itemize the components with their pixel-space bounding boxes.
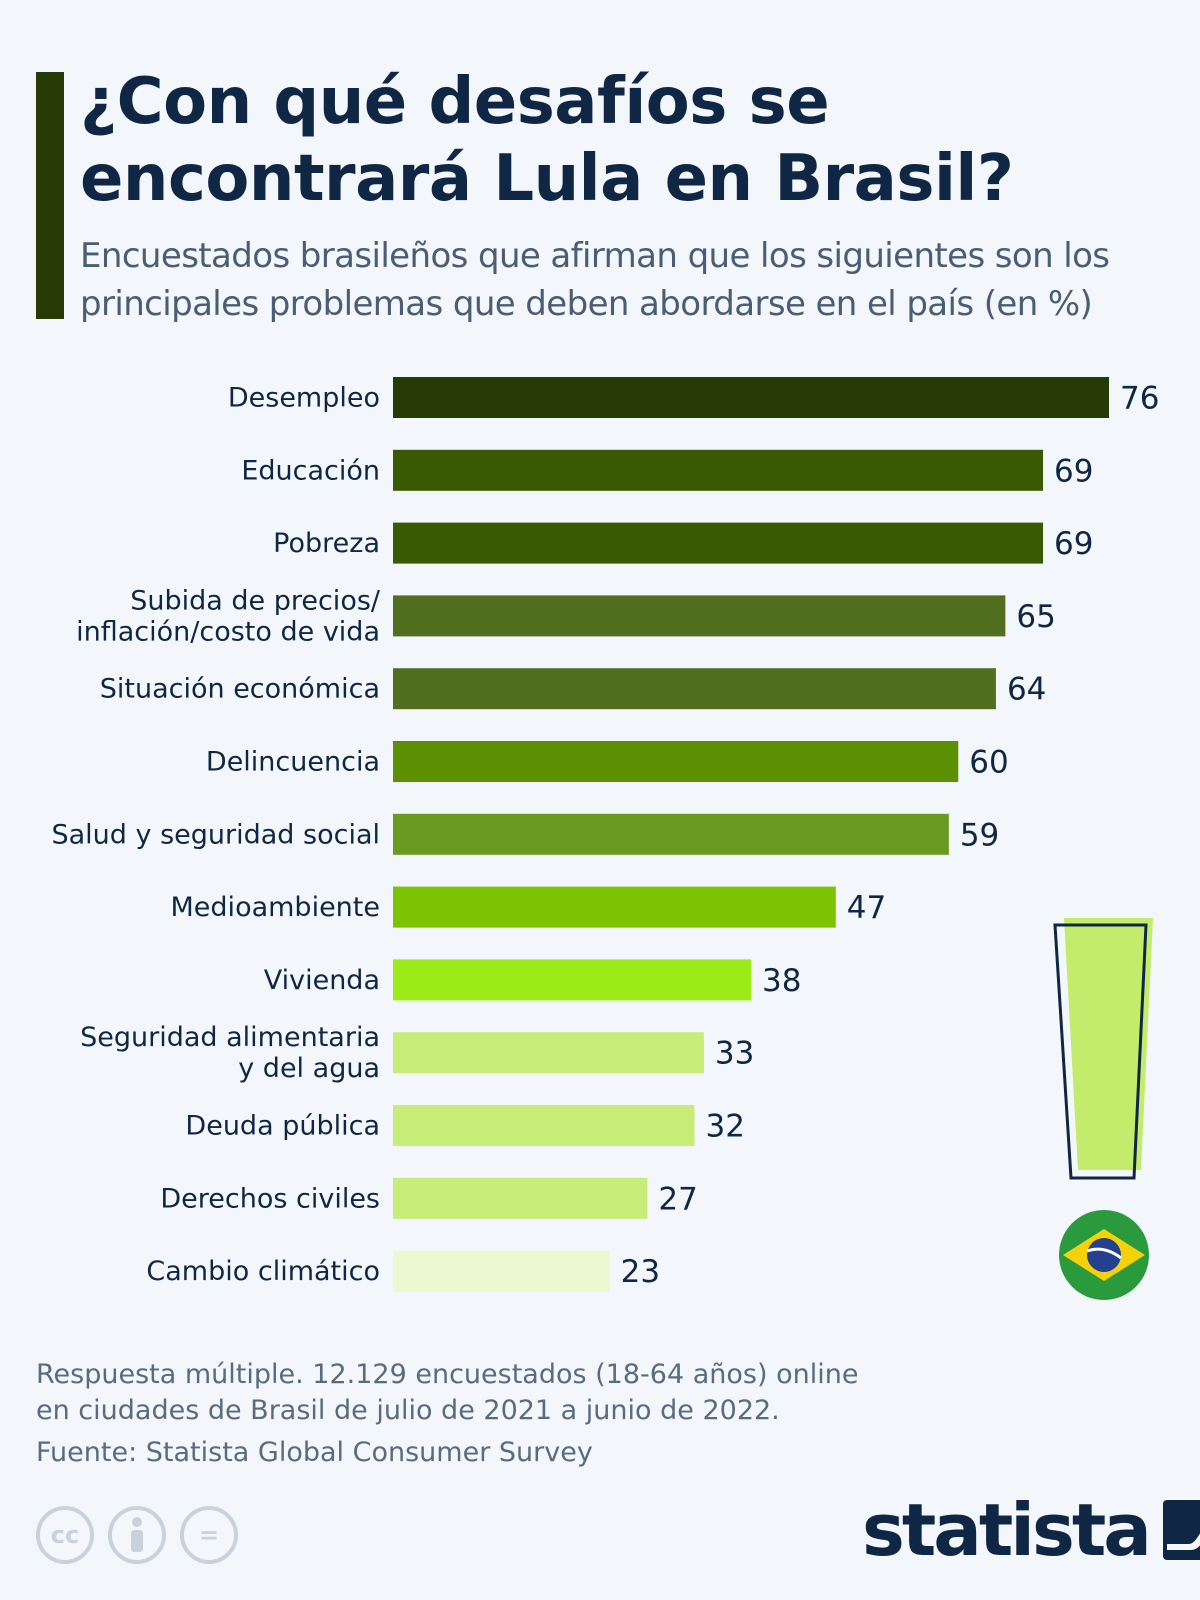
accent-bar	[36, 72, 64, 319]
source-note: Fuente: Statista Global Consumer Survey	[36, 1437, 593, 1468]
bar-3	[393, 595, 1006, 637]
data-label-12: 23	[621, 1254, 660, 1290]
data-label-1: 69	[1054, 453, 1093, 489]
data-label-2: 69	[1054, 526, 1093, 562]
category-label-2: Pobreza	[273, 528, 380, 559]
bar-5	[393, 741, 959, 782]
exclamation-icon	[1053, 918, 1153, 1180]
category-label-5: Delincuencia	[206, 747, 380, 778]
brazil-flag-icon	[1059, 1210, 1149, 1300]
bar-2	[393, 522, 1044, 564]
category-label-6: Salud y seguridad social	[52, 819, 381, 850]
statista-mark-icon	[1162, 1500, 1200, 1560]
bar-chart: 76 Desempleo 69 Educación 69 Pobreza 65 Subida …	[52, 377, 1159, 1300]
bar-8	[393, 959, 751, 1001]
footnote-line-2: en ciudades de Brasil de julio de 2021 a…	[36, 1395, 780, 1426]
page-title: ¿Con qué desafíos se encontrará Lula en …	[80, 65, 1014, 216]
bar-12	[393, 1250, 610, 1292]
data-label-4: 64	[1007, 672, 1046, 708]
statista-logo[interactable]: statista	[862, 1488, 1200, 1572]
data-label-9: 33	[715, 1036, 754, 1072]
bar-1	[393, 449, 1044, 491]
category-label-3: Subida de precios/inflación/costo de vid…	[76, 585, 381, 647]
category-label-4: Situación económica	[100, 674, 380, 705]
data-label-3: 65	[1016, 599, 1055, 635]
category-label-10: Deuda pública	[185, 1111, 380, 1142]
category-label-12: Cambio climático	[146, 1256, 380, 1287]
bar-7	[393, 886, 836, 928]
category-label-9: Seguridad alimentaria y del agua	[80, 1022, 380, 1084]
bars-layer: 76 Desempleo 69 Educación 69 Pobreza 65 Subida …	[52, 377, 1159, 1292]
page-subtitle: Encuestados brasileños que afirman que l…	[80, 236, 1110, 324]
by-icon[interactable]	[108, 1506, 166, 1564]
bar-4	[393, 668, 996, 710]
bar-11	[393, 1177, 648, 1219]
data-label-0: 76	[1120, 381, 1159, 417]
data-label-5: 60	[969, 745, 1008, 781]
category-label-11: Derechos civiles	[160, 1183, 380, 1214]
bar-10	[393, 1105, 695, 1146]
category-label-0: Desempleo	[228, 383, 380, 414]
data-label-11: 27	[658, 1181, 697, 1217]
data-label-6: 59	[960, 817, 999, 853]
bar-0	[393, 377, 1109, 418]
category-label-8: Vivienda	[264, 965, 380, 996]
data-label-8: 38	[762, 963, 801, 999]
nd-icon[interactable]: =	[180, 1506, 238, 1564]
footnote-line-1: Respuesta múltiple. 12.129 encuestados (…	[36, 1359, 859, 1390]
data-label-7: 47	[847, 890, 886, 926]
category-label-1: Educación	[241, 455, 380, 486]
cc-icon[interactable]: cc	[36, 1506, 94, 1564]
bar-9	[393, 1032, 704, 1074]
category-label-7: Medioambiente	[171, 892, 380, 923]
bar-6	[393, 813, 949, 855]
statista-wordmark: statista	[862, 1488, 1152, 1572]
data-label-10: 32	[705, 1109, 744, 1145]
